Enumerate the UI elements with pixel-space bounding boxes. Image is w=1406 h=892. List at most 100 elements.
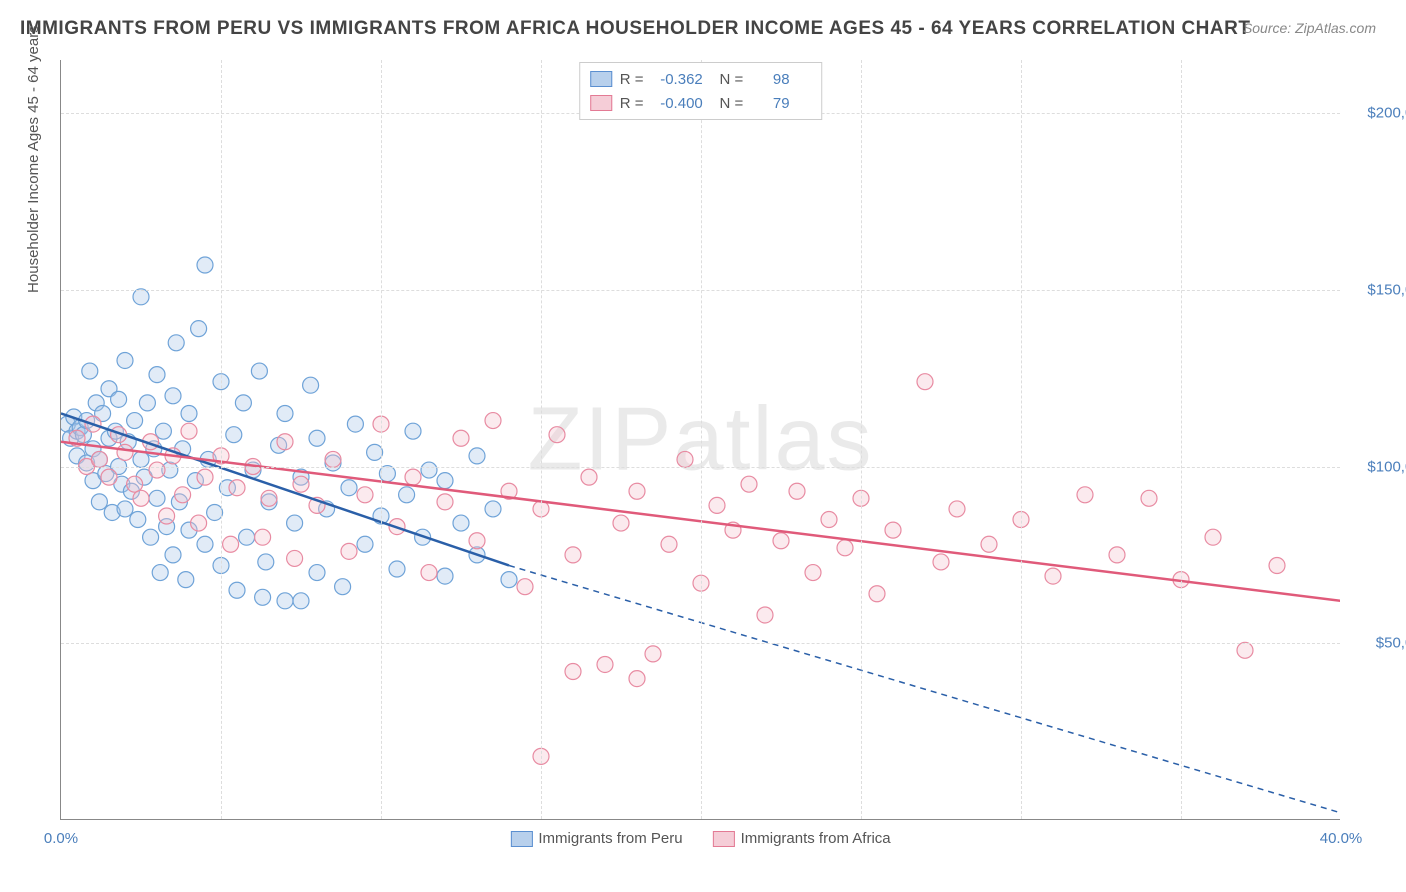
data-point (133, 451, 149, 467)
data-point (117, 444, 133, 460)
data-point (152, 565, 168, 581)
data-point (277, 593, 293, 609)
legend-row-africa: R = -0.400 N = 79 (590, 91, 812, 115)
data-point (421, 565, 437, 581)
correlation-legend: R = -0.362 N = 98 R = -0.400 N = 79 (579, 62, 823, 120)
data-point (155, 423, 171, 439)
data-point (261, 490, 277, 506)
data-point (629, 483, 645, 499)
data-point (789, 483, 805, 499)
legend-row-peru: R = -0.362 N = 98 (590, 67, 812, 91)
data-point (565, 547, 581, 563)
data-point (421, 462, 437, 478)
data-point (159, 508, 175, 524)
data-point (1205, 529, 1221, 545)
legend-item-africa: Immigrants from Africa (713, 830, 891, 847)
data-point (197, 257, 213, 273)
data-point (139, 395, 155, 411)
data-point (341, 543, 357, 559)
data-point (293, 476, 309, 492)
y-tick-label: $150,000 (1350, 281, 1406, 298)
data-point (949, 501, 965, 517)
data-point (1045, 568, 1061, 584)
data-point (597, 656, 613, 672)
data-point (255, 589, 271, 605)
data-point (613, 515, 629, 531)
legend-label-peru: Immigrants from Peru (538, 830, 682, 847)
data-point (82, 363, 98, 379)
data-point (501, 572, 517, 588)
data-point (981, 536, 997, 552)
legend-swatch-africa (590, 95, 612, 111)
data-point (287, 550, 303, 566)
data-point (133, 289, 149, 305)
data-point (437, 473, 453, 489)
data-point (565, 664, 581, 680)
data-point (309, 565, 325, 581)
data-point (437, 568, 453, 584)
data-point (277, 405, 293, 421)
gridline-v (541, 60, 542, 819)
data-point (629, 671, 645, 687)
data-point (197, 536, 213, 552)
data-point (223, 536, 239, 552)
data-point (405, 469, 421, 485)
legend-label-africa: Immigrants from Africa (741, 830, 891, 847)
gridline-v (701, 60, 702, 819)
plot-area: ZIPatlas R = -0.362 N = 98 R = -0.400 N … (60, 60, 1340, 820)
x-tick-label: 40.0% (1320, 830, 1363, 847)
trend-line-dashed (509, 565, 1340, 812)
data-point (933, 554, 949, 570)
data-point (239, 529, 255, 545)
data-point (197, 469, 213, 485)
y-tick-label: $200,000 (1350, 105, 1406, 122)
data-point (251, 363, 267, 379)
data-point (303, 377, 319, 393)
data-point (549, 427, 565, 443)
data-point (773, 533, 789, 549)
data-point (469, 448, 485, 464)
data-point (165, 547, 181, 563)
n-value-peru: 98 (751, 71, 811, 88)
data-point (168, 335, 184, 351)
data-point (175, 487, 191, 503)
data-point (178, 572, 194, 588)
data-point (149, 367, 165, 383)
data-point (191, 321, 207, 337)
data-point (453, 515, 469, 531)
gridline-v (1021, 60, 1022, 819)
gridline-v (381, 60, 382, 819)
data-point (837, 540, 853, 556)
data-point (325, 451, 341, 467)
legend-swatch-icon (713, 831, 735, 847)
data-point (309, 430, 325, 446)
data-point (229, 582, 245, 598)
data-point (91, 494, 107, 510)
data-point (677, 451, 693, 467)
data-point (149, 462, 165, 478)
r-value-africa: -0.400 (652, 95, 712, 112)
data-point (101, 469, 117, 485)
x-tick-label: 0.0% (44, 830, 78, 847)
data-point (485, 413, 501, 429)
data-point (469, 533, 485, 549)
data-point (226, 427, 242, 443)
data-point (287, 515, 303, 531)
data-point (181, 405, 197, 421)
data-point (130, 512, 146, 528)
data-point (117, 501, 133, 517)
source-attribution: Source: ZipAtlas.com (1243, 20, 1376, 36)
data-point (1269, 557, 1285, 573)
data-point (111, 391, 127, 407)
legend-item-peru: Immigrants from Peru (510, 830, 682, 847)
data-point (181, 423, 197, 439)
data-point (1077, 487, 1093, 503)
data-point (347, 416, 363, 432)
series-legend: Immigrants from Peru Immigrants from Afr… (510, 830, 890, 847)
chart-title: IMMIGRANTS FROM PERU VS IMMIGRANTS FROM … (20, 18, 1250, 40)
data-point (709, 497, 725, 513)
data-point (1141, 490, 1157, 506)
n-label: N = (720, 71, 744, 88)
data-point (127, 413, 143, 429)
data-point (293, 593, 309, 609)
